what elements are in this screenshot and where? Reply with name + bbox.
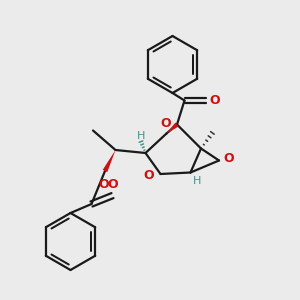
Text: O: O <box>210 94 220 107</box>
Polygon shape <box>103 150 116 172</box>
Polygon shape <box>167 123 179 134</box>
Text: H: H <box>137 130 145 141</box>
Text: O: O <box>143 169 154 182</box>
Text: O: O <box>107 178 118 190</box>
Text: H: H <box>193 176 201 186</box>
Text: O: O <box>98 178 109 190</box>
Text: O: O <box>223 152 234 166</box>
Text: O: O <box>160 116 171 130</box>
